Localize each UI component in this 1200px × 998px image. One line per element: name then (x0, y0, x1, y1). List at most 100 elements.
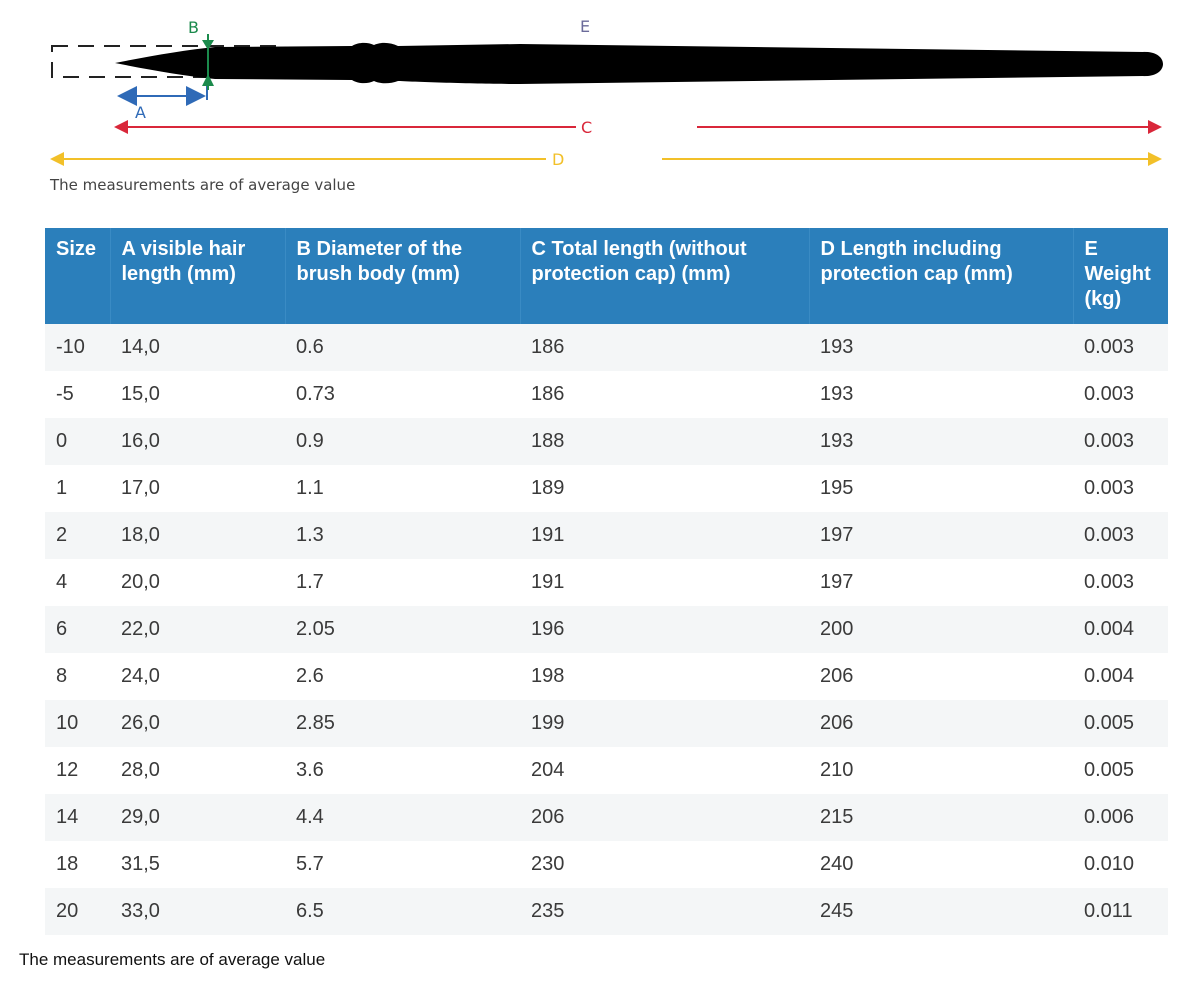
dimension-d: D (50, 150, 1162, 169)
footer-note: The measurements are of average value (19, 950, 326, 969)
cell-total-length: 206 (520, 794, 809, 841)
cell-hair-length: 22,0 (110, 606, 285, 653)
cell-hair-length: 14,0 (110, 324, 285, 371)
cell-size: 12 (45, 747, 110, 794)
cell-weight: 0.005 (1073, 747, 1168, 794)
brush-diagram: A B E C D (50, 17, 1163, 169)
cell-body-diameter: 5.7 (285, 841, 520, 888)
cell-weight: 0.006 (1073, 794, 1168, 841)
table-row: 2 18,0 1.3 191 197 0.003 (45, 512, 1168, 559)
cell-total-length: 199 (520, 700, 809, 747)
cell-hair-length: 20,0 (110, 559, 285, 606)
header-length-with-cap: D Length including protection cap (mm) (808, 228, 1073, 324)
table-row: 10 26,0 2.85 199 206 0.005 (45, 700, 1168, 747)
cell-length-with-cap: 193 (809, 371, 1073, 418)
header-brush-body-diameter: B Diameter of the brush body (mm) (284, 228, 520, 324)
table-row: 18 31,5 5.7 230 240 0.010 (45, 841, 1168, 888)
table-row: -10 14,0 0.6 186 193 0.003 (45, 324, 1168, 371)
cell-length-with-cap: 193 (809, 324, 1073, 371)
table-row: 12 28,0 3.6 204 210 0.005 (45, 747, 1168, 794)
cell-total-length: 198 (520, 653, 809, 700)
cell-hair-length: 33,0 (110, 888, 285, 935)
cell-hair-length: 28,0 (110, 747, 285, 794)
cell-weight: 0.003 (1073, 559, 1168, 606)
cell-size: 14 (45, 794, 110, 841)
cell-length-with-cap: 210 (809, 747, 1073, 794)
cell-length-with-cap: 245 (809, 888, 1073, 935)
cell-size: 6 (45, 606, 110, 653)
cell-size: 4 (45, 559, 110, 606)
cell-body-diameter: 2.85 (285, 700, 520, 747)
cell-body-diameter: 0.6 (285, 324, 520, 371)
dimension-b-label: B (188, 18, 199, 37)
cell-size: 10 (45, 700, 110, 747)
cell-length-with-cap: 197 (809, 559, 1073, 606)
cell-body-diameter: 6.5 (285, 888, 520, 935)
cell-size: 2 (45, 512, 110, 559)
cell-total-length: 191 (520, 512, 809, 559)
table-row: -5 15,0 0.73 186 193 0.003 (45, 371, 1168, 418)
cell-body-diameter: 2.05 (285, 606, 520, 653)
table-row: 0 16,0 0.9 188 193 0.003 (45, 418, 1168, 465)
cell-weight: 0.010 (1073, 841, 1168, 888)
cell-hair-length: 15,0 (110, 371, 285, 418)
header-weight: E Weight (kg) (1072, 228, 1168, 324)
dimension-b: B (188, 18, 214, 90)
cell-length-with-cap: 193 (809, 418, 1073, 465)
dimension-c-label: C (581, 118, 592, 137)
cell-weight: 0.004 (1073, 653, 1168, 700)
dimension-a-label: A (135, 103, 146, 122)
cell-length-with-cap: 200 (809, 606, 1073, 653)
table-row: 20 33,0 6.5 235 245 0.011 (45, 888, 1168, 935)
cell-length-with-cap: 215 (809, 794, 1073, 841)
cell-total-length: 196 (520, 606, 809, 653)
cell-total-length: 230 (520, 841, 809, 888)
cell-weight: 0.003 (1073, 418, 1168, 465)
cell-hair-length: 18,0 (110, 512, 285, 559)
cell-hair-length: 29,0 (110, 794, 285, 841)
header-total-length: C Total length (without protection cap) … (519, 228, 809, 324)
cell-size: 20 (45, 888, 110, 935)
cell-hair-length: 26,0 (110, 700, 285, 747)
cell-size: 0 (45, 418, 110, 465)
cell-size: -10 (45, 324, 110, 371)
cell-weight: 0.004 (1073, 606, 1168, 653)
cell-total-length: 189 (520, 465, 809, 512)
cell-weight: 0.011 (1073, 888, 1168, 935)
table-header-row: Size A visible hair length (mm) B Diamet… (45, 228, 1168, 324)
cell-hair-length: 24,0 (110, 653, 285, 700)
cell-weight: 0.003 (1073, 324, 1168, 371)
cell-body-diameter: 2.6 (285, 653, 520, 700)
cell-body-diameter: 1.3 (285, 512, 520, 559)
table-row: 8 24,0 2.6 198 206 0.004 (45, 653, 1168, 700)
brush-silhouette (115, 42, 1163, 84)
cell-total-length: 235 (520, 888, 809, 935)
cell-weight: 0.003 (1073, 465, 1168, 512)
dimension-a: A (117, 80, 208, 122)
dimension-c: C (114, 118, 1162, 137)
cell-size: 8 (45, 653, 110, 700)
table-row: 6 22,0 2.05 196 200 0.004 (45, 606, 1168, 653)
cell-hair-length: 31,5 (110, 841, 285, 888)
cell-length-with-cap: 197 (809, 512, 1073, 559)
cell-length-with-cap: 206 (809, 653, 1073, 700)
header-size: Size (45, 228, 110, 324)
table-row: 4 20,0 1.7 191 197 0.003 (45, 559, 1168, 606)
dimension-d-label: D (552, 150, 564, 169)
cell-size: 18 (45, 841, 110, 888)
cell-total-length: 204 (520, 747, 809, 794)
cell-body-diameter: 0.9 (285, 418, 520, 465)
brush-spec-table: Size A visible hair length (mm) B Diamet… (45, 228, 1168, 935)
cell-body-diameter: 1.1 (285, 465, 520, 512)
cell-length-with-cap: 195 (809, 465, 1073, 512)
dimension-e-label: E (580, 17, 590, 36)
cell-total-length: 186 (520, 324, 809, 371)
cell-length-with-cap: 240 (809, 841, 1073, 888)
cell-body-diameter: 4.4 (285, 794, 520, 841)
cell-total-length: 188 (520, 418, 809, 465)
cell-total-length: 191 (520, 559, 809, 606)
cell-length-with-cap: 206 (809, 700, 1073, 747)
cell-hair-length: 16,0 (110, 418, 285, 465)
cell-body-diameter: 1.7 (285, 559, 520, 606)
cell-size: 1 (45, 465, 110, 512)
